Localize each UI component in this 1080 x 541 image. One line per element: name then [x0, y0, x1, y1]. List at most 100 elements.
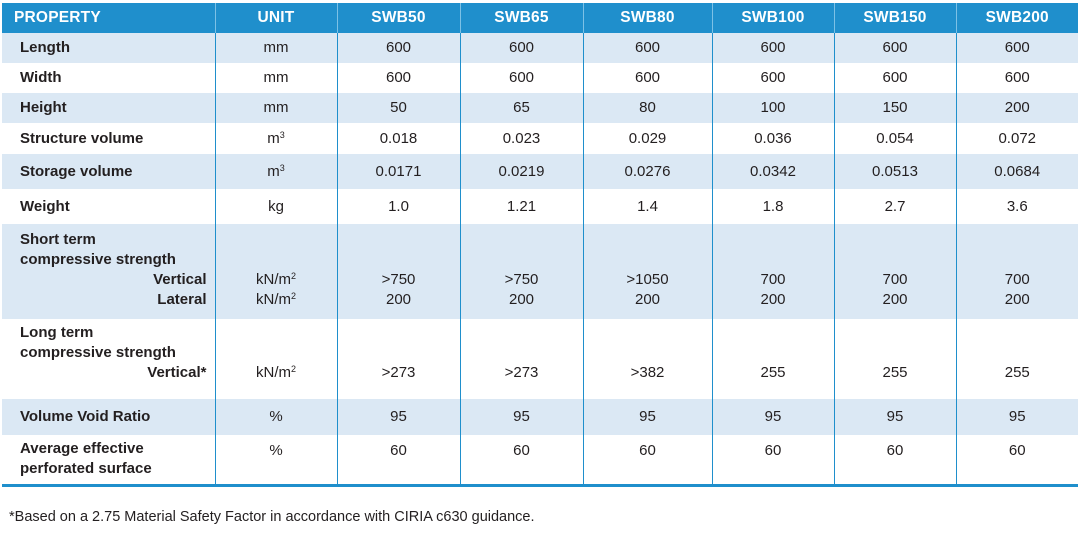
value-vertical: 255	[1004, 364, 1030, 381]
table-cell: 95	[955, 399, 1078, 435]
table-cell: 600	[459, 63, 583, 93]
table-header-row: PROPERTY UNIT SWB50 SWB65 SWB80 SWB100 S…	[2, 3, 1078, 33]
table-cell: 0.0219	[459, 154, 583, 189]
table-cell: 255	[833, 319, 956, 399]
table-cell: 0.036	[711, 123, 834, 154]
unit-lateral: kN/m2	[216, 290, 337, 310]
table-cell: 0.072	[955, 123, 1078, 154]
value-vertical: >750	[504, 271, 539, 288]
table-cell: >750 200	[336, 224, 460, 319]
table-cell: 95	[336, 399, 460, 435]
table-cell: 0.0171	[336, 154, 460, 189]
row-label-line: Short term	[20, 231, 96, 248]
header-model: SWB200	[955, 3, 1078, 33]
table-cell: 600	[711, 63, 834, 93]
header-unit: UNIT	[214, 3, 337, 33]
table-cell: 1.8	[711, 189, 834, 224]
table-cell: 0.0276	[582, 154, 712, 189]
value-lateral: 200	[508, 291, 535, 308]
table-cell: 0.023	[459, 123, 583, 154]
table-cell: 600	[336, 63, 460, 93]
row-label-line: Average effective	[20, 440, 144, 458]
table-cell: >382	[582, 319, 712, 399]
row-unit: mm	[214, 63, 337, 93]
table-cell: 0.0513	[833, 154, 956, 189]
table-cell: 95	[833, 399, 956, 435]
row-unit: kg	[214, 189, 337, 224]
table-cell: 255	[955, 319, 1078, 399]
row-label: Storage volume	[2, 154, 215, 189]
header-property: PROPERTY	[2, 3, 215, 33]
table-cell: >273	[336, 319, 460, 399]
row-unit: kN/m2 kN/m2	[214, 224, 337, 319]
table-cell: 60	[582, 435, 712, 487]
unit-exponent: 2	[290, 364, 296, 374]
table-cell: 600	[582, 33, 712, 63]
row-label: Width	[20, 69, 62, 86]
value-vertical: 255	[760, 364, 786, 381]
header-model: SWB150	[833, 3, 956, 33]
table-cell: 1.21	[459, 189, 583, 224]
value-vertical: 700	[760, 271, 786, 288]
table-cell: >750 200	[459, 224, 583, 319]
row-unit: %	[214, 399, 337, 435]
table-cell: 150	[833, 93, 956, 123]
table-row-long-term-strength: Long term compressive strength Vertical*…	[2, 319, 1078, 399]
header-model: SWB80	[582, 3, 712, 33]
table-row-void-ratio: Volume Void Ratio % 95 95 95 95 95 95	[2, 399, 1078, 435]
table-cell: 0.0684	[955, 154, 1078, 189]
table-row-storage-volume: Storage volume m3 0.0171 0.0219 0.0276 0…	[2, 154, 1078, 189]
table-cell: 700 200	[711, 224, 834, 319]
table-cell: 95	[582, 399, 712, 435]
unit-text: m	[267, 129, 280, 147]
row-label: Length	[2, 33, 215, 63]
row-label: Volume Void Ratio	[2, 399, 215, 435]
row-unit: %	[214, 435, 337, 487]
table-cell: 0.018	[336, 123, 460, 154]
table-cell: 60	[955, 435, 1078, 487]
row-label: Short term compressive strength Vertical…	[2, 224, 215, 319]
header-model: SWB100	[711, 3, 834, 33]
sub-label-vertical: Vertical	[153, 271, 207, 288]
value-lateral: 200	[385, 291, 412, 308]
table-cell: 2.7	[833, 189, 956, 224]
table-cell: 60	[833, 435, 956, 487]
row-unit: m3	[214, 123, 337, 154]
table-cell: 1.4	[582, 189, 712, 224]
table-cell: 600	[711, 33, 834, 63]
row-label: Average effective perforated surface	[2, 435, 215, 487]
table-cell: 60	[711, 435, 834, 487]
table-cell: 600	[582, 63, 712, 93]
table-row-length: Length mm 600 600 600 600 600 600	[2, 33, 1078, 63]
value-vertical: >750	[381, 271, 416, 288]
row-label: Height	[2, 93, 215, 123]
table-cell: 600	[955, 33, 1078, 63]
table-cell: 255	[711, 319, 834, 399]
footnote: *Based on a 2.75 Material Safety Factor …	[9, 509, 535, 525]
table-cell: 0.054	[833, 123, 956, 154]
table-cell: 600	[833, 33, 956, 63]
value-vertical: >1050	[626, 271, 669, 288]
unit-exponent: 2	[290, 291, 296, 301]
value-vertical: >273	[504, 364, 539, 381]
value-lateral: 200	[882, 291, 908, 308]
table-row-height: Height mm 50 65 80 100 150 200	[2, 93, 1078, 123]
unit-exponent: 3	[279, 129, 285, 140]
unit-text: m	[267, 162, 280, 180]
row-label: Weight	[20, 197, 70, 215]
table-cell: 80	[582, 93, 712, 123]
table-row-weight: Weight kg 1.0 1.21 1.4 1.8 2.7 3.6	[2, 189, 1078, 224]
table-cell: 50	[336, 93, 460, 123]
sub-label-vertical: Vertical*	[147, 364, 207, 381]
row-unit: mm	[214, 93, 337, 123]
unit-vertical: kN/m2	[216, 270, 337, 290]
table-cell: 1.0	[336, 189, 460, 224]
table-row-perforated-surface: Average effective perforated surface % 6…	[2, 435, 1078, 487]
table-cell: 3.6	[955, 189, 1078, 224]
unit-exponent: 3	[279, 162, 285, 173]
table-cell: 600	[336, 33, 460, 63]
table-cell: 60	[336, 435, 460, 487]
table-cell: 600	[833, 63, 956, 93]
unit-text: kN/m	[255, 271, 291, 288]
